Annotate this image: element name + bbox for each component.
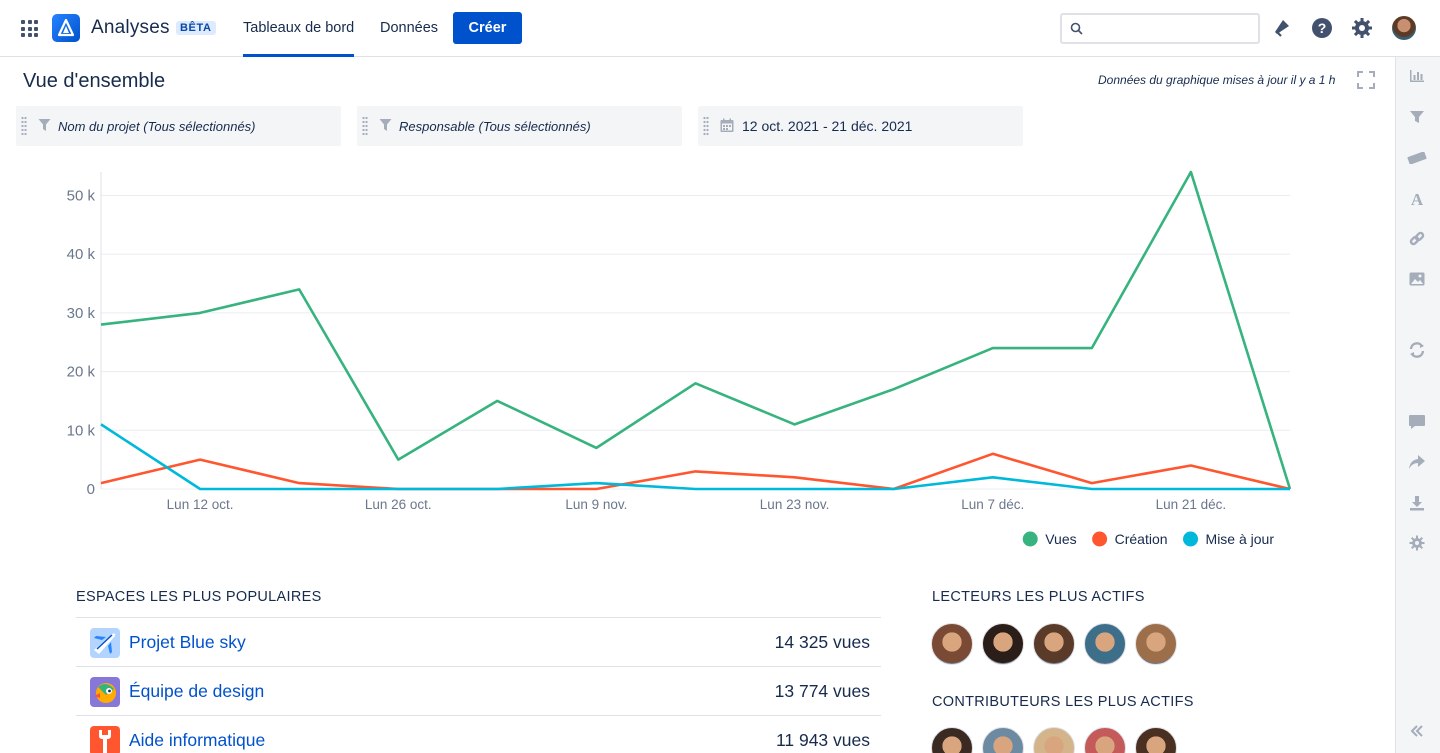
popular-spaces-list: Projet Blue sky 14 325 vues Équipe de de… xyxy=(76,617,881,753)
drag-handle-icon[interactable] xyxy=(703,116,709,136)
legend-swatch xyxy=(1183,531,1199,547)
top-navigation: Analyses BÊTA Tableaux de bord Données C… xyxy=(0,0,1440,57)
ruler-icon[interactable] xyxy=(1407,148,1427,168)
filter-icon[interactable] xyxy=(1407,107,1427,127)
avatar[interactable] xyxy=(931,727,973,753)
analytics-logo[interactable] xyxy=(52,14,80,42)
avatar[interactable] xyxy=(931,623,973,665)
fullscreen-icon[interactable] xyxy=(1357,71,1375,89)
filter-project-name[interactable]: Nom du projet (Tous sélectionnés) xyxy=(16,106,341,146)
popular-spaces-title: ESPACES LES PLUS POPULAIRES xyxy=(76,589,322,605)
x-tick-label: Lun 21 déc. xyxy=(1156,497,1227,512)
space-views: 13 774 vues xyxy=(774,681,870,701)
space-name-link[interactable]: Équipe de design xyxy=(129,681,265,701)
last-updated-text: Données du graphique mises à jour il y a… xyxy=(1098,73,1336,87)
page-title: Vue d'ensemble xyxy=(23,70,166,92)
x-tick-label: Lun 23 nov. xyxy=(760,497,830,512)
drag-handle-icon[interactable] xyxy=(362,116,368,136)
avatar[interactable] xyxy=(1135,623,1177,665)
space-views: 11 943 vues xyxy=(775,730,870,750)
list-item[interactable]: Aide informatique 11 943 vues xyxy=(76,715,881,753)
avatar[interactable] xyxy=(1033,727,1075,753)
help-icon[interactable]: ? xyxy=(1311,17,1333,44)
avatar[interactable] xyxy=(982,727,1024,753)
space-views: 14 325 vues xyxy=(774,632,870,652)
notifications-icon[interactable] xyxy=(1272,17,1292,44)
y-tick-label: 30 k xyxy=(67,305,96,322)
right-toolbar: A xyxy=(1395,57,1440,753)
app-switcher-icon[interactable] xyxy=(21,20,38,37)
filter-date-range[interactable]: 12 oct. 2021 - 21 déc. 2021 xyxy=(698,106,1023,146)
search-icon xyxy=(1070,22,1083,35)
beta-badge: BÊTA xyxy=(176,21,216,35)
x-tick-label: Lun 26 oct. xyxy=(365,497,432,512)
legend-swatch xyxy=(1022,531,1038,547)
wrench-icon xyxy=(90,726,120,753)
svg-text:A: A xyxy=(1411,190,1424,206)
refresh-icon[interactable] xyxy=(1407,340,1427,360)
top-readers-avatars xyxy=(931,623,1177,665)
avatar[interactable] xyxy=(982,623,1024,665)
series-line-1 xyxy=(100,452,1291,491)
calendar-icon xyxy=(720,118,734,132)
parrot-icon xyxy=(90,677,120,707)
legend-label: Mise à jour xyxy=(1206,531,1275,547)
avatar[interactable] xyxy=(1084,727,1126,753)
funnel-icon xyxy=(38,119,51,131)
tab-dashboards[interactable]: Tableaux de bord xyxy=(243,20,355,57)
text-icon[interactable]: A xyxy=(1407,188,1427,208)
y-tick-label: 0 xyxy=(87,481,95,498)
rail-settings-icon[interactable] xyxy=(1407,533,1427,553)
y-tick-label: 40 k xyxy=(67,246,96,263)
avatar[interactable] xyxy=(1135,727,1177,753)
avatar[interactable] xyxy=(1033,623,1075,665)
app-name: Analyses xyxy=(91,17,170,38)
y-tick-label: 50 k xyxy=(67,187,96,204)
settings-icon[interactable] xyxy=(1351,17,1373,44)
profile-avatar[interactable] xyxy=(1392,16,1416,40)
comment-icon[interactable] xyxy=(1407,412,1427,432)
search-box[interactable] xyxy=(1060,13,1260,44)
x-tick-label: Lun 7 déc. xyxy=(961,497,1024,512)
funnel-icon xyxy=(379,119,392,131)
series-line-0 xyxy=(100,170,1292,490)
space-name-link[interactable]: Projet Blue sky xyxy=(129,632,246,652)
filter-label: Nom du projet (Tous sélectionnés) xyxy=(58,119,256,134)
list-item[interactable]: Projet Blue sky 14 325 vues xyxy=(76,617,881,666)
download-icon[interactable] xyxy=(1407,493,1427,513)
tab-data[interactable]: Données xyxy=(380,20,439,36)
legend-swatch xyxy=(1092,531,1108,547)
legend-label: Création xyxy=(1115,531,1168,547)
legend-label: Vues xyxy=(1045,531,1076,547)
create-button[interactable]: Créer xyxy=(453,12,522,44)
bar-chart-icon[interactable] xyxy=(1407,66,1427,86)
series-line-2 xyxy=(100,423,1290,491)
x-tick-label: Lun 12 oct. xyxy=(167,497,234,512)
avatar[interactable] xyxy=(1084,623,1126,665)
space-name-link[interactable]: Aide informatique xyxy=(129,730,266,750)
top-readers-title: LECTEURS LES PLUS ACTIFS xyxy=(932,589,1145,605)
activity-line-chart: 0 10 k 20 k 30 k 40 k 50 k Lun 12 oct. Lun 26 … xyxy=(67,170,1292,547)
y-tick-label: 20 k xyxy=(67,364,96,381)
drag-handle-icon[interactable] xyxy=(21,116,27,136)
date-range-label: 12 oct. 2021 - 21 déc. 2021 xyxy=(742,118,913,134)
svg-text:?: ? xyxy=(1318,20,1327,36)
top-contributors-avatars xyxy=(931,727,1177,753)
top-contributors-title: CONTRIBUTEURS LES PLUS ACTIFS xyxy=(932,694,1194,710)
filter-label: Responsable (Tous sélectionnés) xyxy=(399,119,591,134)
list-item[interactable]: Équipe de design 13 774 vues xyxy=(76,666,881,715)
airplane-icon xyxy=(90,628,120,658)
collapse-icon[interactable] xyxy=(1407,721,1427,741)
search-input[interactable] xyxy=(1090,17,1250,40)
y-tick-label: 10 k xyxy=(67,422,96,439)
x-tick-label: Lun 9 nov. xyxy=(565,497,627,512)
share-icon[interactable] xyxy=(1407,452,1427,472)
image-icon[interactable] xyxy=(1407,269,1427,289)
link-icon[interactable] xyxy=(1407,229,1427,249)
filter-owner[interactable]: Responsable (Tous sélectionnés) xyxy=(357,106,682,146)
